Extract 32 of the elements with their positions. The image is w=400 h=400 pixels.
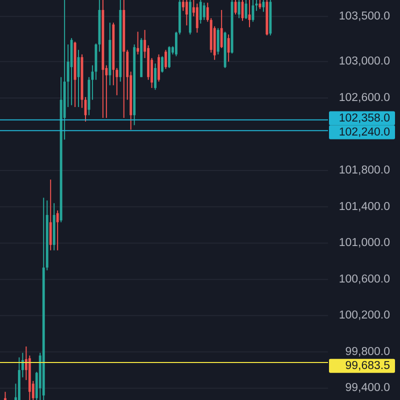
y-tick-label: 100,200.0	[338, 310, 390, 322]
y-tick-label: 101,400.0	[338, 200, 390, 213]
y-tick-label: 101,800.0	[338, 164, 390, 177]
candlestick	[56, 210, 59, 251]
candlestick	[161, 56, 164, 74]
candlestick	[199, 0, 202, 24]
y-tick-label: 101,000.0	[338, 237, 390, 250]
candlestick	[182, 0, 184, 12]
candlestick	[262, 0, 265, 12]
candlestick	[49, 179, 52, 251]
candlestick	[168, 46, 170, 69]
candlestick	[185, 0, 188, 26]
candlestick	[164, 49, 167, 70]
candlestick	[220, 9, 223, 49]
ref-line-label: 102,240.0	[338, 126, 390, 138]
ref-line-label: 99,683.5	[345, 360, 390, 372]
y-tick-label: 103,500.0	[338, 10, 390, 22]
candlestick	[234, 0, 237, 16]
candlestick	[227, 34, 230, 62]
y-tick-label: 99,400.0	[345, 382, 390, 394]
candlestick	[158, 54, 160, 82]
candlestick	[216, 28, 220, 55]
candlestick	[154, 62, 156, 90]
candlestick	[202, 2, 206, 20]
candlestick	[258, 0, 262, 10]
y-tick-label: 99,800.0	[345, 346, 390, 358]
candlestick	[196, 3, 198, 34]
y-tick-label: 100,600.0	[338, 273, 390, 286]
y-tick-label: 102,600.0	[338, 92, 390, 104]
y-tick-label: 103,000.0	[338, 56, 390, 68]
ref-line-label: 102,358.0	[338, 112, 390, 124]
candlestick	[136, 31, 140, 55]
